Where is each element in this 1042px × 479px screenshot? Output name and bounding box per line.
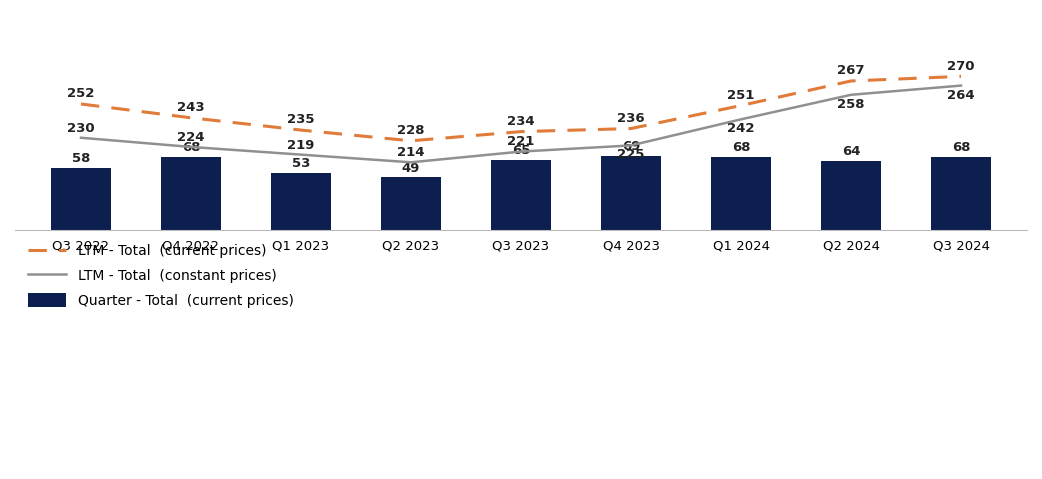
- Text: 251: 251: [727, 89, 754, 102]
- Text: 221: 221: [507, 136, 535, 148]
- Text: 252: 252: [68, 87, 95, 100]
- Text: 68: 68: [951, 141, 970, 154]
- Text: 267: 267: [838, 64, 865, 77]
- Text: 65: 65: [512, 144, 530, 157]
- Text: 264: 264: [947, 89, 975, 102]
- Text: 228: 228: [397, 124, 425, 137]
- Text: 224: 224: [177, 131, 204, 144]
- Text: 219: 219: [288, 138, 315, 151]
- Text: 225: 225: [617, 148, 645, 161]
- Text: 68: 68: [181, 141, 200, 154]
- Text: 242: 242: [727, 123, 754, 136]
- Bar: [51, 168, 111, 230]
- Bar: [271, 173, 331, 230]
- Bar: [601, 156, 662, 230]
- Bar: [711, 157, 771, 230]
- Bar: [821, 161, 882, 230]
- Text: 49: 49: [402, 161, 420, 174]
- Text: 235: 235: [288, 113, 315, 126]
- Text: 230: 230: [67, 122, 95, 135]
- Text: 234: 234: [507, 115, 535, 128]
- Text: 64: 64: [842, 146, 861, 159]
- Text: 236: 236: [617, 112, 645, 125]
- Text: 53: 53: [292, 157, 311, 170]
- Text: 69: 69: [622, 140, 640, 153]
- Text: 270: 270: [947, 59, 974, 72]
- Text: 214: 214: [397, 146, 425, 159]
- Bar: [931, 157, 991, 230]
- Bar: [380, 177, 441, 230]
- Legend: LTM - Total  (current prices), LTM - Total  (constant prices), Quarter - Total  : LTM - Total (current prices), LTM - Tota…: [22, 238, 299, 313]
- Text: 243: 243: [177, 101, 205, 114]
- Text: 258: 258: [838, 98, 865, 111]
- Text: 68: 68: [731, 141, 750, 154]
- Text: 58: 58: [72, 152, 91, 165]
- Bar: [160, 157, 221, 230]
- Bar: [491, 160, 551, 230]
